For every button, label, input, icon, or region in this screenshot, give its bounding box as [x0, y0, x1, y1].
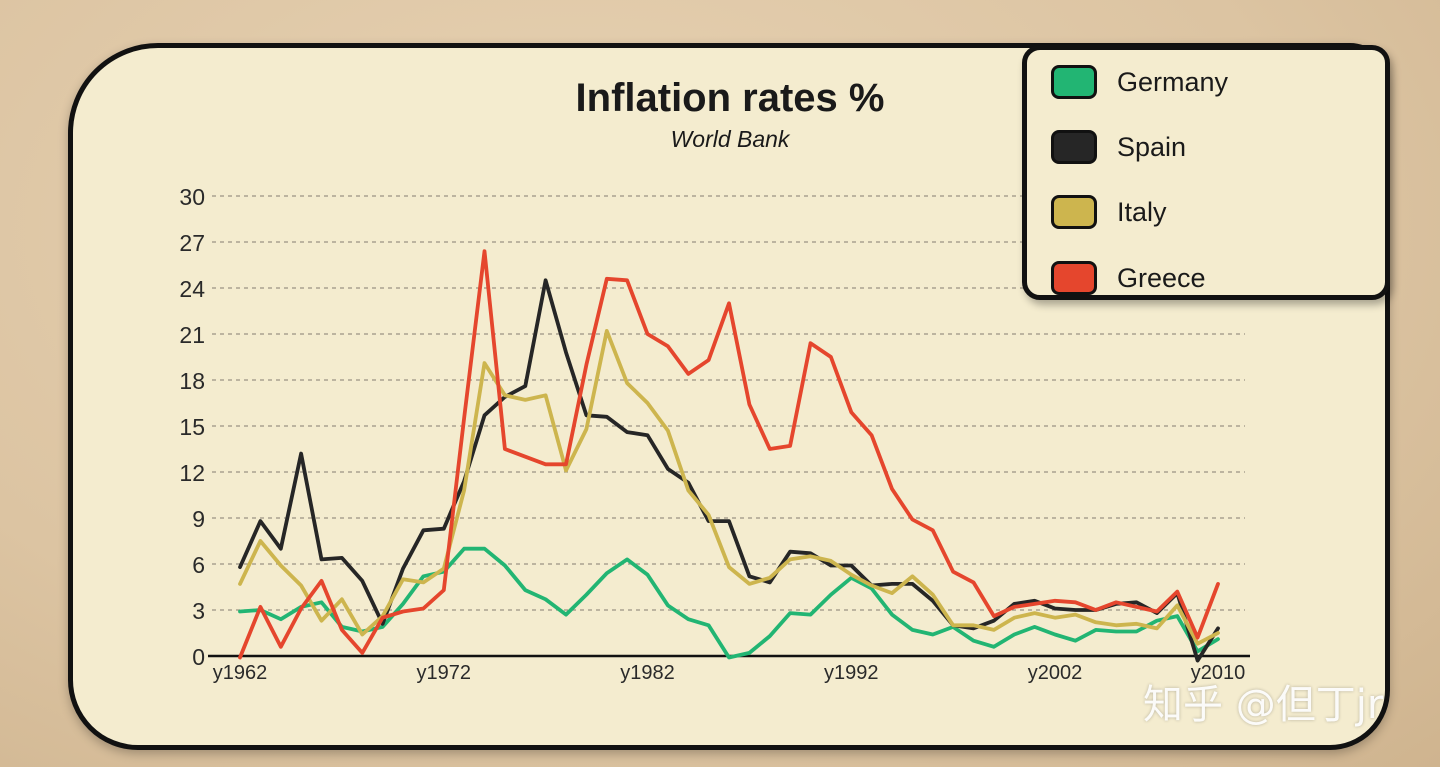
series-line-italy — [238, 328, 1220, 646]
watermark: 知乎 @但丁jr — [1143, 682, 1384, 728]
series-lines — [238, 249, 1220, 663]
y-tick-label: 18 — [179, 368, 205, 394]
legend-swatch — [1051, 261, 1097, 295]
legend-label: Germany — [1117, 66, 1229, 97]
legend-swatch — [1051, 65, 1097, 99]
y-tick-label: 15 — [179, 414, 205, 440]
legend-item-spain: Spain — [1051, 127, 1186, 167]
legend-item-germany: Germany — [1051, 62, 1228, 102]
y-axis-ticks: 0 3 6 9 12 15 18 21 24 27 30 — [179, 184, 205, 670]
y-tick-label: 21 — [179, 322, 205, 348]
series-line-greece — [238, 249, 1220, 660]
x-tick-label: y1992 — [824, 662, 879, 684]
y-tick-label: 3 — [192, 598, 205, 624]
x-tick-label: y1962 — [213, 662, 268, 684]
chart-title: Inflation rates % — [575, 76, 885, 120]
y-tick-label: 27 — [179, 230, 205, 256]
y-tick-label: 30 — [179, 184, 205, 210]
y-tick-label: 6 — [192, 552, 205, 578]
y-tick-label: 9 — [192, 506, 205, 532]
x-tick-label: y2010 — [1191, 662, 1246, 684]
y-tick-label: 24 — [179, 276, 205, 302]
legend-label: Italy — [1117, 196, 1167, 227]
legend-label: Greece — [1117, 262, 1206, 293]
series-line-germany — [238, 546, 1220, 660]
x-axis-ticks: y1962 y1972 y1982 y1992 y2002 y2010 — [213, 662, 1246, 684]
chart-legend: Germany Spain Italy Greece — [1022, 45, 1390, 300]
x-tick-label: y1972 — [417, 662, 472, 684]
legend-label: Spain — [1117, 131, 1187, 162]
y-tick-label: 12 — [179, 460, 205, 486]
y-tick-label: 0 — [192, 644, 205, 670]
chart-subtitle: World Bank — [670, 126, 790, 152]
x-tick-label: y2002 — [1028, 662, 1083, 684]
x-tick-label: y1982 — [620, 662, 675, 684]
legend-item-greece: Greece — [1051, 258, 1206, 298]
series-line-spain — [238, 278, 1220, 663]
legend-swatch — [1051, 130, 1097, 164]
legend-swatch — [1051, 195, 1097, 229]
legend-item-italy: Italy — [1051, 192, 1167, 232]
